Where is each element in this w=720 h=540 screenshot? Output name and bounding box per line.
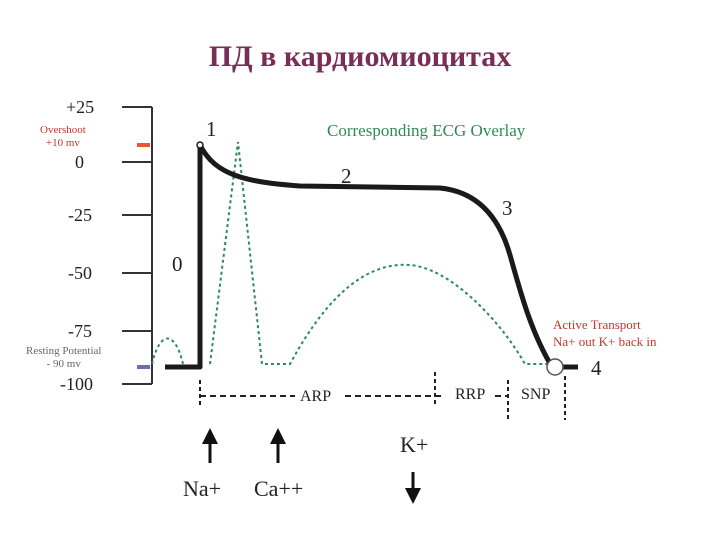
k-label: K+: [400, 432, 429, 457]
y-tick-0: 0: [75, 152, 84, 172]
ecg-overlay-trace: [151, 141, 555, 365]
overshoot-label: Overshoot +10 mv: [40, 124, 86, 149]
y-tick-plus25: +25: [66, 97, 95, 117]
y-axis-ticks: [122, 106, 152, 385]
end-circle: [546, 358, 564, 376]
y-tick-minus25: -25: [68, 205, 92, 225]
arp-label: ARP: [300, 388, 332, 405]
snp-label: SNP: [521, 386, 551, 403]
phase-3-label: 3: [502, 196, 513, 220]
ca-label: Ca++: [254, 476, 304, 501]
phase-2-label: 2: [341, 164, 352, 188]
rrp-label: RRP: [455, 386, 486, 403]
na-label: Na+: [183, 476, 222, 501]
y-tick-minus75: -75: [68, 321, 92, 341]
peak-dot: [196, 141, 204, 149]
k-arrow: [405, 472, 421, 504]
ca-arrow: [270, 428, 286, 463]
y-tick-minus50: -50: [68, 263, 92, 283]
ecg-overlay-label: Corresponding ECG Overlay: [327, 121, 526, 140]
action-potential-curve: [165, 142, 578, 370]
y-tick-minus100: -100: [60, 374, 93, 394]
phase-4-label: 4: [591, 356, 602, 380]
diagram-title: ПД в кардиомиоцитах: [208, 40, 512, 73]
refractory-periods: [199, 372, 566, 420]
phase-0-label: 0: [172, 252, 183, 276]
active-transport-label: Active Transport Na+ out K+ back in: [553, 317, 657, 349]
phase-1-label: 1: [206, 117, 217, 141]
resting-potential-label: Resting Potential - 90 mv: [26, 345, 102, 370]
na-arrow: [202, 428, 218, 463]
